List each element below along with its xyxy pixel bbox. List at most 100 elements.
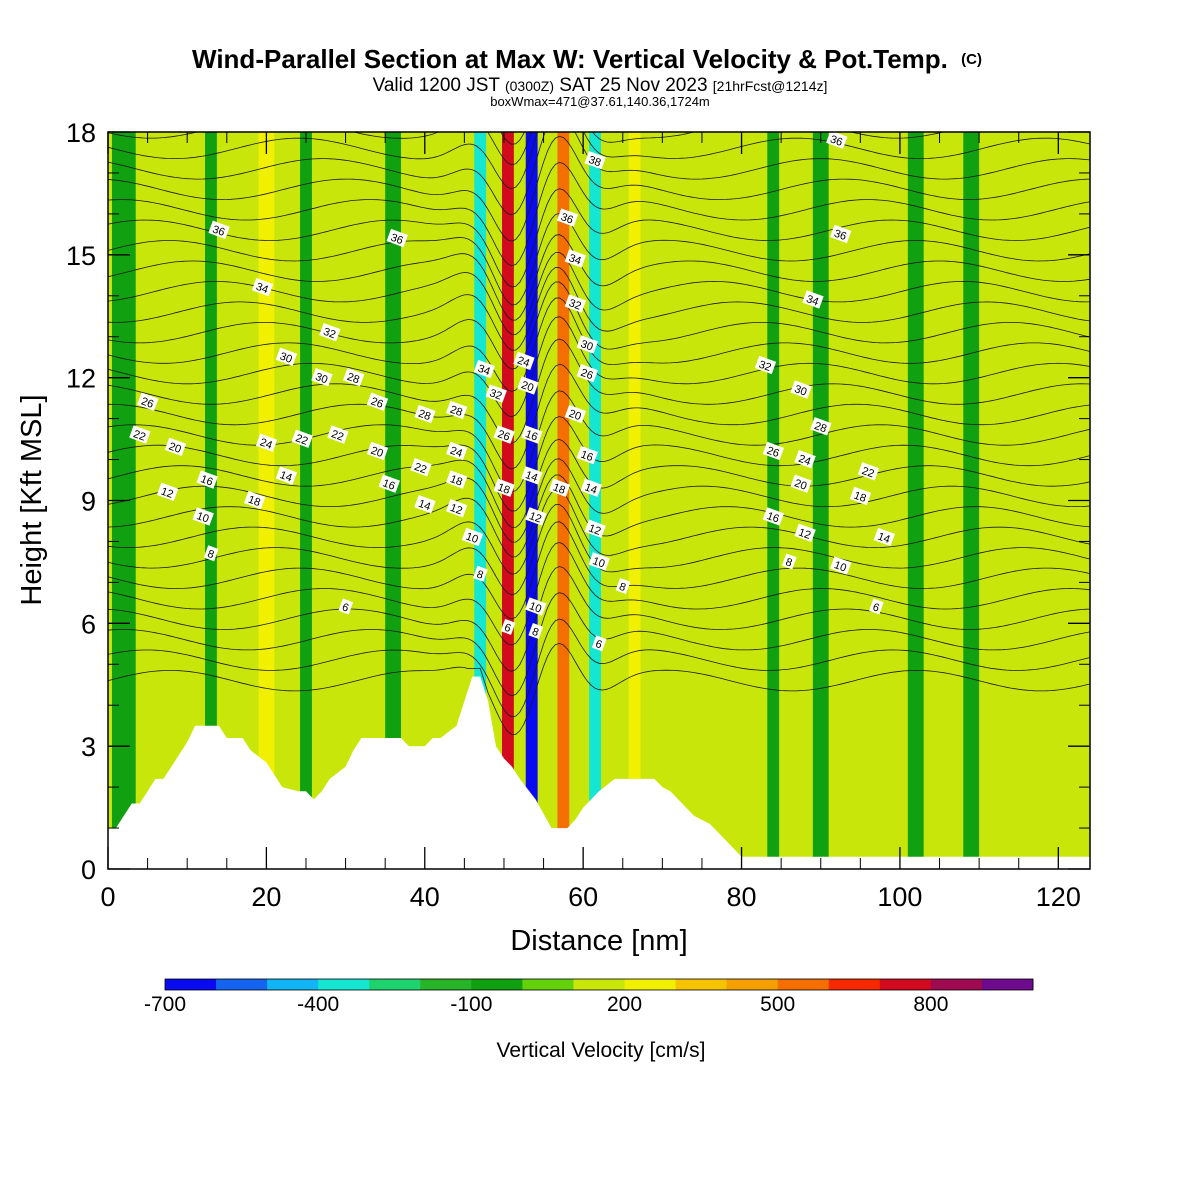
contour-label: 34 — [564, 249, 587, 268]
contour-label: 22 — [129, 425, 151, 444]
contour-label-text: 12 — [527, 510, 543, 525]
contour-label: 26 — [493, 425, 515, 444]
colorbar-outline — [164, 978, 1034, 991]
colorbar-tick-label: 800 — [913, 993, 948, 1016]
velocity-band-3 — [258, 132, 275, 869]
terrain — [108, 676, 1090, 869]
contour-label-text: 24 — [516, 355, 532, 370]
contour-label-text: 20 — [567, 408, 583, 423]
contour-label: 6 — [591, 635, 607, 651]
contour-label-text: 26 — [139, 395, 155, 410]
colorbar-tick-label: -100 — [450, 993, 492, 1016]
contour-label-text: 6 — [340, 601, 350, 614]
contour-label: 38 — [584, 151, 606, 170]
contour-label-text: 20 — [369, 445, 385, 460]
theta-contour-line — [108, 642, 1090, 735]
theta-contour-line — [108, 416, 1090, 512]
contour-label-text: 22 — [132, 428, 148, 443]
contour-label: 28 — [445, 400, 468, 420]
contour-label-text: 14 — [417, 498, 433, 513]
colorbar-swatch — [165, 979, 217, 990]
theta-contour-line — [108, 135, 1090, 242]
y-tick-label: 0 — [81, 855, 96, 885]
theta-contour-line — [108, 251, 1090, 335]
contour-label: 24 — [445, 441, 468, 461]
velocity-band-1 — [151, 132, 176, 869]
velocity-band-7 — [501, 132, 514, 869]
contour-label: 20 — [564, 404, 587, 424]
theta-contour-line — [108, 267, 1090, 351]
theta-contour-line — [108, 316, 1090, 418]
contour-label-text: 30 — [278, 350, 294, 365]
chart-subtitle: Valid 1200 JST (0300Z) SAT 25 Nov 2023 [… — [373, 75, 828, 96]
contour-label-text: 34 — [254, 281, 270, 296]
contour-label: 34 — [473, 359, 496, 379]
colorbar-tick-label: -700 — [144, 993, 186, 1016]
colorbar-swatch — [726, 979, 779, 990]
contour-label-text: 26 — [369, 395, 385, 410]
colorbar-swatch — [624, 979, 677, 990]
theta-contour-line — [108, 132, 945, 166]
velocity-band-4 — [300, 132, 312, 869]
contour-label: 6 — [500, 618, 516, 635]
contour-label: 28 — [414, 404, 436, 424]
contour-label: 28 — [342, 368, 365, 387]
contour-label-text: 16 — [381, 477, 397, 492]
contour-label: 14 — [521, 466, 543, 485]
contour-label: 30 — [275, 347, 298, 366]
contour-label-text: 18 — [496, 481, 512, 496]
contour-label-text: 32 — [322, 326, 338, 341]
velocity-band-16 — [1006, 132, 1031, 869]
contour-label-text: 38 — [587, 154, 603, 169]
plot-area: 36 36 36 36 36 38 34 34 34 34 32 32 32 32 30 30 30 30 28 28… — [108, 132, 1090, 869]
contour-label: 26 — [576, 363, 598, 383]
contour-label-text: 28 — [448, 404, 464, 419]
theta-contour-line — [108, 281, 1090, 370]
contour-label: 22 — [410, 458, 432, 477]
contour-label-text: 18 — [852, 490, 868, 505]
colorbar-swatch — [981, 979, 1034, 990]
velocity-band-15 — [963, 132, 980, 869]
contour-label-text: 20 — [520, 379, 536, 394]
contour-label: 30 — [311, 368, 333, 387]
contour-label-text: 16 — [524, 428, 540, 443]
contour-label-text: 14 — [278, 469, 294, 484]
contour-label-text: 26 — [765, 445, 781, 460]
contour-label: 18 — [849, 486, 872, 506]
contour-label-text: 8 — [475, 568, 485, 581]
theta-contour-line — [108, 212, 1090, 306]
velocity-band-10 — [589, 132, 601, 869]
contour-label: 28 — [810, 417, 832, 436]
contour-label-text: 8 — [618, 581, 628, 594]
contour-label: 30 — [790, 380, 812, 399]
theta-contour-line — [108, 566, 1090, 672]
contour-label-text: 14 — [583, 481, 599, 496]
contour-label: 16 — [521, 425, 543, 444]
velocity-band-12 — [767, 132, 780, 869]
velocity-band-8 — [525, 132, 538, 869]
contour-label: 34 — [251, 277, 274, 297]
velocity-band-2 — [205, 132, 217, 869]
colorbar-swatch — [471, 979, 523, 990]
contour-label-text: 22 — [330, 428, 346, 443]
y-tick-label: 3 — [81, 732, 96, 762]
velocity-band-11 — [628, 132, 641, 869]
contour-label: 20 — [517, 376, 539, 395]
colorbar-tick-label: 500 — [760, 993, 795, 1016]
contour-label: 12 — [584, 519, 606, 538]
contour-label-text: 16 — [579, 449, 595, 464]
theta-contour-line — [108, 338, 1090, 444]
contour-label: 16 — [576, 445, 598, 465]
y-tick-label: 15 — [66, 241, 96, 271]
contour-label: 20 — [366, 441, 389, 461]
colorbar-swatch — [930, 979, 983, 990]
colorbar-tick-label: 200 — [607, 993, 642, 1016]
velocity-band-6 — [474, 132, 487, 869]
contour-label-text: 30 — [579, 338, 595, 353]
contour-label: 14 — [873, 527, 895, 547]
terrain-area — [108, 676, 1090, 869]
contour-label: 26 — [366, 392, 389, 411]
contour-label-text: 22 — [860, 465, 876, 480]
colorbar-swatch — [369, 979, 421, 990]
contour-label-text: 6 — [871, 601, 881, 614]
